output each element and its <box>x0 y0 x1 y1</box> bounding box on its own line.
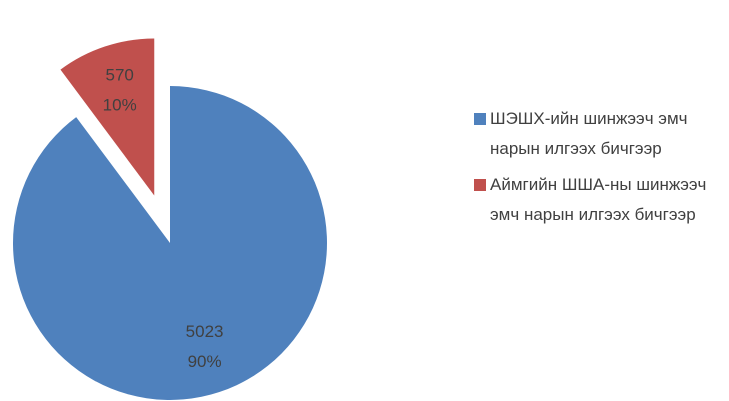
pie-slice <box>13 86 328 401</box>
legend-item: ШЭШХ-ийн шинжээч эмч нарын илгээх бичгээ… <box>470 104 720 164</box>
percent-label: 10% <box>103 96 137 115</box>
legend-label: Аймгийн ШША-ны шинжээч эмч нарын илгээх … <box>490 175 707 224</box>
data-label: 570 <box>105 66 133 85</box>
legend: ШЭШХ-ийн шинжээч эмч нарын илгээх бичгээ… <box>470 104 720 236</box>
data-label: 5023 <box>186 322 224 341</box>
pie-slice <box>60 38 155 196</box>
legend-label: ШЭШХ-ийн шинжээч эмч нарын илгээх бичгээ… <box>490 109 688 158</box>
percent-label: 90% <box>188 352 222 371</box>
legend-swatch <box>474 113 486 125</box>
legend-swatch <box>474 179 486 191</box>
legend-item: Аймгийн ШША-ны шинжээч эмч нарын илгээх … <box>470 170 720 230</box>
